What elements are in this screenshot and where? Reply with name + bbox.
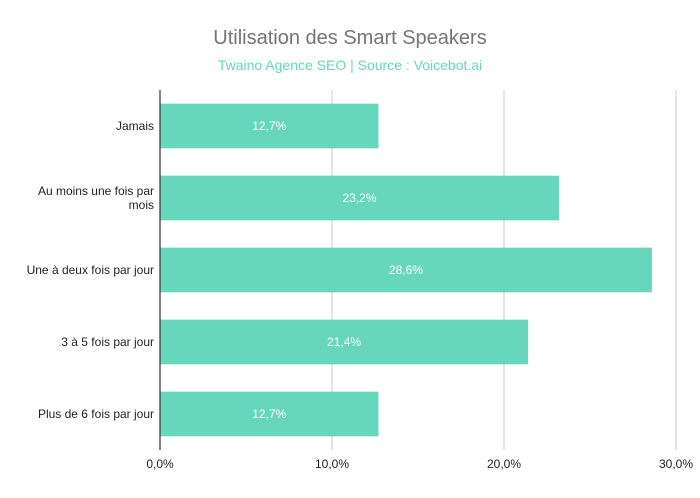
data-label: 12,7% [252, 119, 286, 133]
category-label: Jamais [116, 119, 154, 133]
category-label-line: mois [129, 198, 154, 212]
category-label: 3 à 5 fois par jour [61, 335, 154, 349]
bars: 12,7% 23,2% 28,6% 21,4% 12,7% [160, 103, 652, 437]
category-label: Plus de 6 fois par jour [38, 407, 154, 421]
x-tick-labels: 0,0% 10,0% 20,0% 30,0% [146, 457, 693, 471]
data-label: 28,6% [389, 263, 423, 277]
category-label-line: Une à deux fois par jour [27, 263, 154, 277]
bar [160, 319, 529, 365]
category-label-line: Au moins une fois par [38, 184, 154, 198]
bar [160, 175, 560, 221]
x-tick-label: 30,0% [659, 457, 693, 471]
category-label-line: Jamais [116, 119, 154, 133]
bar [160, 247, 652, 293]
x-tick-label: 10,0% [315, 457, 349, 471]
chart-title: Utilisation des Smart Speakers [213, 27, 486, 49]
category-labels: Jamais Au moins une fois par mois Une à deu… [27, 119, 154, 421]
x-tick-label: 20,0% [487, 457, 521, 471]
category-label: Une à deux fois par jour [27, 263, 154, 277]
category-label-line: 3 à 5 fois par jour [61, 335, 154, 349]
data-label: 23,2% [343, 191, 377, 205]
chart-subtitle: Twaino Agence SEO | Source : Voicebot.ai [218, 57, 482, 73]
x-tick-label: 0,0% [146, 457, 174, 471]
data-label: 21,4% [327, 335, 361, 349]
bar [160, 391, 379, 437]
category-label: Au moins une fois par mois [38, 184, 154, 212]
data-label: 12,7% [252, 407, 286, 421]
bar [160, 103, 379, 149]
category-label-line: Plus de 6 fois par jour [38, 407, 154, 421]
